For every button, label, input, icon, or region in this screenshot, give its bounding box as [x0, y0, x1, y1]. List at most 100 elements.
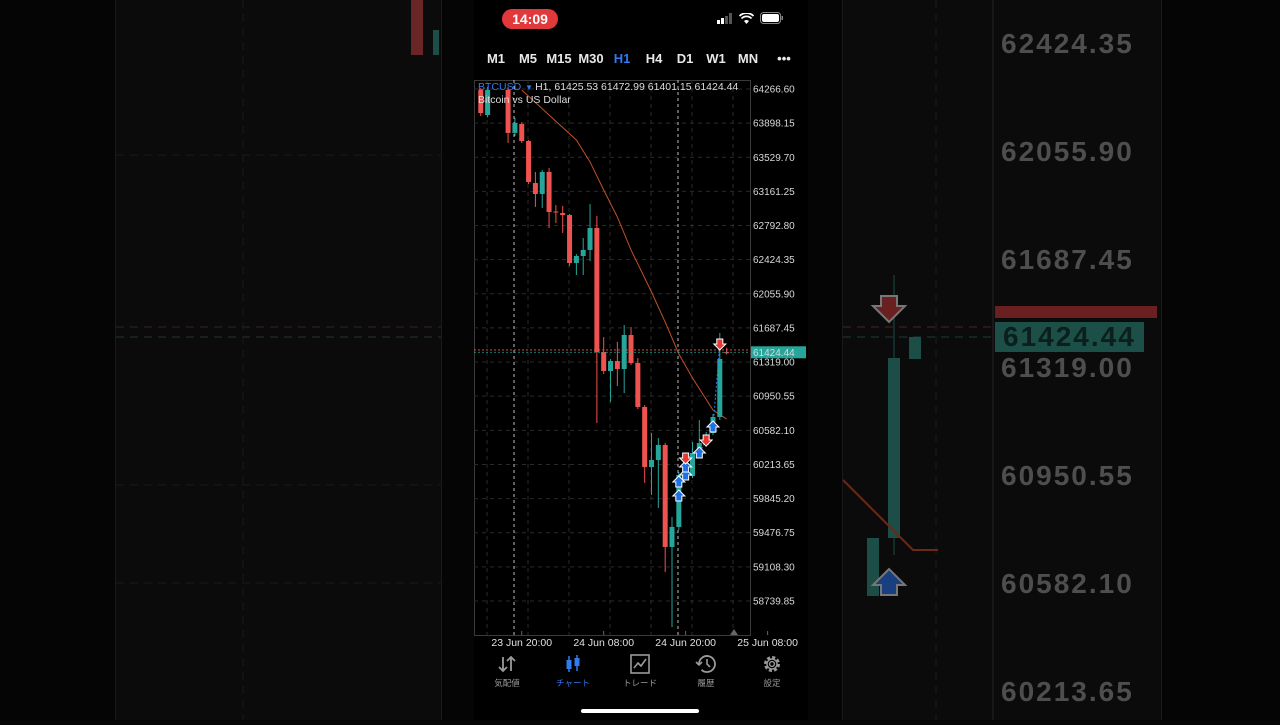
y-tick-label: 60950.55	[753, 392, 795, 403]
timeframe-h1[interactable]: H1	[613, 51, 631, 66]
candle	[689, 441, 695, 479]
timeframe-mn[interactable]: MN	[737, 51, 759, 66]
candlestick-chart-icon	[566, 655, 580, 672]
background-current-price-label: 61424.44	[995, 322, 1144, 352]
candle-body	[539, 171, 545, 195]
timeframe-w1[interactable]: W1	[706, 51, 726, 66]
nav-label: チャート	[556, 678, 590, 688]
symbol-dropdown-icon[interactable]: ▼	[525, 83, 534, 92]
timeframe-m15[interactable]: M15	[546, 51, 572, 66]
candle-body	[526, 141, 532, 182]
candle-body	[662, 444, 668, 547]
nav-chart[interactable]: チャート	[543, 652, 603, 689]
sell-arrow-icon	[678, 452, 693, 465]
y-tick-label: 61687.45	[753, 323, 795, 334]
timeframe-m1[interactable]: M1	[486, 51, 506, 66]
timeframe-m30[interactable]: M30	[578, 51, 604, 66]
y-tick-label: 60582.10	[753, 426, 795, 437]
y-tick-label: 62055.90	[753, 289, 795, 300]
candle-body	[621, 335, 627, 369]
background-blur-left	[115, 0, 442, 720]
candle	[601, 337, 607, 375]
candle	[724, 347, 730, 355]
candle-body	[614, 361, 620, 369]
y-tick-label: 59845.20	[753, 494, 795, 505]
candle-body	[532, 182, 538, 195]
settings-gear-icon	[764, 656, 780, 672]
timeframe-d1[interactable]: D1	[676, 51, 694, 66]
battery-icon	[760, 12, 783, 24]
candle-body	[573, 255, 579, 264]
trade-chart-icon	[630, 654, 650, 674]
candle-body	[546, 171, 552, 212]
candle	[614, 341, 620, 386]
home-indicator[interactable]	[581, 709, 699, 713]
candle-body	[628, 335, 634, 363]
candle	[621, 324, 627, 393]
y-tick-label: 64266.60	[753, 85, 795, 96]
candle-body	[553, 211, 559, 213]
phone-screen: 14:09 M1 M5 M15 M30 H1 H4 D1 W1 MN ••• 6…	[474, 0, 808, 720]
candle	[649, 433, 655, 495]
x-tick-label: 25 Jun 08:00	[737, 637, 798, 649]
chart-shift-marker-icon	[730, 629, 738, 635]
current-price-badge	[751, 346, 806, 359]
sell-arrow-icon	[712, 338, 728, 351]
sell-arrow-icon	[698, 434, 714, 447]
buy-arrow-icon	[678, 468, 693, 481]
candle-body	[642, 406, 648, 468]
buy-arrow-icon	[692, 446, 707, 459]
moving-average-line	[521, 89, 727, 420]
candle-body	[689, 453, 695, 476]
nav-settings[interactable]: 設定	[742, 652, 802, 689]
candle-body	[655, 444, 661, 460]
nav-label: 設定	[763, 678, 781, 688]
candle	[485, 86, 491, 118]
candle	[669, 516, 675, 627]
more-timeframes-button[interactable]: •••	[777, 51, 791, 66]
candle-body	[485, 89, 491, 115]
candle	[567, 214, 573, 266]
candle-body	[560, 213, 566, 216]
candle-body	[669, 526, 675, 547]
candle-body	[580, 249, 586, 256]
y-tick-label: 61319.00	[753, 358, 795, 369]
candle	[519, 122, 525, 143]
plot-frame	[474, 80, 751, 636]
candle-body	[649, 459, 655, 468]
y-tick-label: 62792.80	[753, 221, 795, 232]
timeframe-h4[interactable]: H4	[645, 51, 663, 66]
nav-label: トレード	[622, 678, 657, 688]
symbol-name[interactable]: BTCUSD	[478, 81, 522, 93]
background-price-label: 60582.10	[1001, 568, 1134, 599]
candle	[662, 443, 668, 572]
status-time: 14:09	[502, 9, 558, 29]
candle	[587, 204, 593, 261]
background-price-label: 60213.65	[1001, 676, 1134, 707]
timeframe-m5[interactable]: M5	[518, 51, 538, 66]
y-tick-label: 60213.65	[753, 460, 795, 471]
y-tick-label: 63161.25	[753, 187, 795, 198]
candle-body	[608, 361, 614, 372]
candle	[512, 117, 518, 137]
y-tick-label: 62424.35	[753, 255, 795, 266]
y-tick-label: 59108.30	[753, 562, 795, 573]
candle-body	[635, 362, 641, 407]
x-tick-label: 24 Jun 20:00	[655, 637, 716, 649]
y-tick-label: 58739.85	[753, 596, 795, 607]
cellular-signal-icon	[717, 12, 732, 24]
nav-trade[interactable]: トレード	[610, 652, 670, 689]
y-tick-label: 59476.75	[753, 528, 795, 539]
candle-body	[594, 228, 600, 353]
buy-arrow-icon	[678, 460, 693, 473]
ohlc-values: H1, 61425.53 61472.99 61401.15 61424.44	[535, 81, 739, 93]
wifi-icon	[739, 12, 754, 24]
background-chart-left	[116, 0, 441, 720]
nav-quotes[interactable]: 気配値	[477, 652, 537, 689]
timeframe-bar: M1 M5 M15 M30 H1 H4 D1 W1 MN •••	[474, 48, 808, 70]
nav-history[interactable]: 履歴	[676, 652, 736, 689]
price-chart[interactable]: 64266.60 63898.15 63529.70 63161.25 62792.80…	[474, 0, 808, 650]
background-price-label: 61687.45	[1001, 244, 1134, 275]
candle	[539, 170, 545, 208]
candle	[546, 167, 552, 229]
